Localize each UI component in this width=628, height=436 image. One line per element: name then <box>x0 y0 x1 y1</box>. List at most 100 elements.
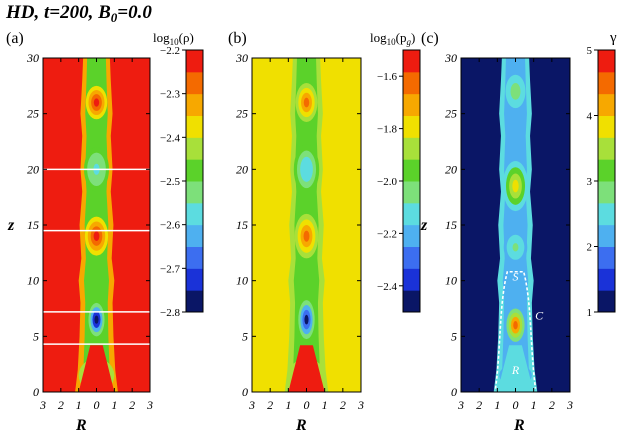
shock-boundary-curve <box>494 270 537 389</box>
panel-b-colorbar-label: log10(pg) <box>370 30 415 47</box>
colorbar-segment-3 <box>403 224 420 247</box>
colorbar-segment-8 <box>186 115 203 138</box>
colorbar-tick-label-4: −2.4 <box>160 132 180 144</box>
panel-c-xlabel: R <box>513 417 525 434</box>
base-cone <box>497 345 534 392</box>
base-cone <box>288 345 325 392</box>
panel-a-cb-sub: 10 <box>170 37 180 47</box>
x-tick-label-3: 0 <box>94 398 100 412</box>
colorbar-tick-label-2: −2.6 <box>160 220 180 232</box>
panel-c-ylabel: z <box>420 217 428 234</box>
x-tick-label-6: 3 <box>146 398 153 412</box>
x-tick-label-0: 3 <box>248 398 255 412</box>
y-tick-label-3: 15 <box>445 218 457 232</box>
y-tick-label-0: 0 <box>451 385 457 399</box>
colorbar-segment-7 <box>186 137 203 160</box>
colorbar-tick-label-0: 1 <box>587 307 593 319</box>
region-label-S: S <box>513 270 519 284</box>
colorbar-segment-7 <box>598 137 615 160</box>
colorbar-segment-4 <box>186 202 203 226</box>
colorbar-segment-2 <box>598 246 615 269</box>
colorbar-segment-5 <box>403 181 420 204</box>
y-tick-label-1: 5 <box>242 329 248 343</box>
y-tick-label-5: 25 <box>27 107 39 121</box>
x-tick-label-4: 1 <box>531 398 537 412</box>
colorbar-segment-2 <box>403 246 420 269</box>
colorbar-tick-label-1: −2.7 <box>160 263 180 275</box>
colorbar-segment-3 <box>186 224 203 247</box>
panel-a-xlabel: R <box>75 417 87 434</box>
feature-0-level-3 <box>513 87 518 96</box>
colorbar-segment-9 <box>598 93 615 116</box>
colorbar-tick-label-6: −2.2 <box>160 45 180 57</box>
feature-0-level-3 <box>93 98 100 107</box>
x-tick-label-4: 1 <box>322 398 328 412</box>
colorbar-segment-8 <box>598 115 615 138</box>
colorbar-segment-3 <box>598 224 615 247</box>
x-tick-label-3: 0 <box>513 398 519 412</box>
feature-1-level-3 <box>512 179 519 193</box>
colorbar-segment-5 <box>598 181 615 204</box>
panel-a-colorbar: −2.8 −2.7 −2.6 −2.5 −2.4 −2.3 −2.2 <box>160 45 204 319</box>
colorbar-tick-label-3: 4 <box>587 111 593 123</box>
colorbar-segment-11 <box>403 50 420 73</box>
colorbar-segment-11 <box>598 50 615 73</box>
x-tick-label-2: 1 <box>76 398 82 412</box>
panel-b-cb-sub: 10 <box>387 37 397 47</box>
feature-3-level-3 <box>94 315 99 324</box>
colorbar-tick-label-0: −2.4 <box>377 281 397 293</box>
feature-3-level-3 <box>513 321 518 330</box>
title-subscript: 0 <box>111 10 118 25</box>
panel-c-field <box>461 58 570 392</box>
colorbar-segment-5 <box>186 181 203 204</box>
y-tick-label-3: 15 <box>27 218 39 232</box>
colorbar-segment-9 <box>403 93 420 116</box>
x-tick-label-0: 3 <box>457 398 464 412</box>
feature-1-level-3 <box>303 163 310 176</box>
colorbar-segment-1 <box>186 268 203 291</box>
y-tick-label-6: 30 <box>26 51 39 65</box>
colorbar-segment-6 <box>186 159 203 182</box>
region-label-C: C <box>535 309 544 323</box>
base-cone <box>78 345 115 392</box>
panel-a-field <box>43 58 150 392</box>
y-tick-label-4: 20 <box>236 162 248 176</box>
y-tick-label-0: 0 <box>33 385 39 399</box>
colorbar-segment-0 <box>186 290 203 313</box>
colorbar-tick-label-0: −2.8 <box>160 307 180 319</box>
colorbar-segment-4 <box>403 202 420 226</box>
colorbar-segment-7 <box>403 137 420 160</box>
region-label-R: R <box>511 363 520 377</box>
colorbar-segment-8 <box>403 115 420 138</box>
y-tick-label-1: 5 <box>33 329 39 343</box>
y-tick-label-4: 20 <box>27 162 39 176</box>
x-tick-label-3: 0 <box>304 398 310 412</box>
colorbar-segment-4 <box>598 202 615 226</box>
panel-c-colorbar: 1 2 3 4 5 <box>587 45 616 319</box>
feature-2-level-3 <box>512 243 519 252</box>
figure-title: HD, t=200, B0=0.0 <box>5 2 152 25</box>
panel-a-ylabel: z <box>7 217 15 234</box>
panel-b-cb-close: ) <box>411 30 415 45</box>
colorbar-segment-10 <box>598 71 615 95</box>
colorbar-tick-label-4: −1.6 <box>377 71 397 83</box>
colorbar-tick-label-3: −1.8 <box>377 124 397 136</box>
colorbar-segment-10 <box>403 71 420 95</box>
colorbar-segment-9 <box>186 93 203 116</box>
x-tick-label-5: 2 <box>129 398 135 412</box>
colorbar-segment-11 <box>186 50 203 73</box>
x-tick-label-5: 2 <box>549 398 555 412</box>
x-tick-label-1: 2 <box>267 398 273 412</box>
colorbar-tick-label-4: 5 <box>587 45 593 57</box>
panel-b-xlabel: R <box>295 417 307 434</box>
y-tick-label-2: 10 <box>27 274 39 288</box>
colorbar-tick-label-3: −2.5 <box>160 176 180 188</box>
colorbar-tick-label-5: −2.3 <box>160 89 180 101</box>
colorbar-segment-10 <box>186 71 203 95</box>
colorbar-segment-0 <box>598 290 615 313</box>
y-tick-label-3: 15 <box>236 218 248 232</box>
panel-a-cb-log: log <box>153 30 170 45</box>
x-tick-label-4: 1 <box>111 398 117 412</box>
panel-c-label: (c) <box>421 30 439 47</box>
